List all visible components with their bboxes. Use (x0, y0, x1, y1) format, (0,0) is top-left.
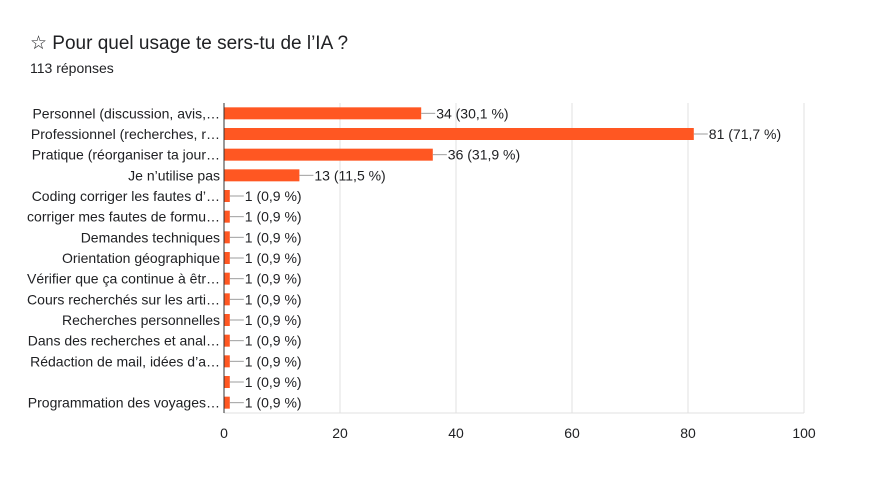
bar (224, 355, 230, 368)
category-label: Programmation des voyages… (28, 395, 220, 411)
x-tick-label: 40 (448, 425, 464, 441)
data-label: 1 (0,9 %) (245, 229, 302, 245)
category-label: Cours recherchés sur les arti… (27, 291, 220, 307)
data-label: 81 (71,7 %) (709, 126, 781, 142)
category-label: corriger mes fautes de formu… (27, 209, 220, 225)
bar (224, 169, 300, 182)
data-label: 1 (0,9 %) (245, 188, 302, 204)
category-label: Pratique (réorganiser ta jour… (32, 147, 220, 163)
category-label: Je n’utilise pas (128, 167, 220, 183)
bar (224, 314, 230, 326)
bar (224, 252, 230, 264)
category-label: Personnel (discussion, avis,… (32, 105, 220, 121)
category-label: Professionnel (recherches, r… (31, 126, 220, 142)
bar (224, 107, 422, 120)
data-label: 1 (0,9 %) (245, 395, 302, 411)
category-label: Vérifier que ça continue à êtr… (27, 271, 220, 287)
data-label: 1 (0,9 %) (245, 271, 302, 287)
data-label: 13 (11,5 %) (314, 167, 385, 183)
bar (224, 272, 230, 285)
bar (224, 334, 230, 347)
x-tick-label: 60 (564, 425, 580, 441)
data-label: 1 (0,9 %) (245, 374, 302, 390)
bar (224, 148, 433, 161)
x-tick-label: 20 (332, 425, 348, 441)
data-label: 1 (0,9 %) (245, 250, 302, 266)
x-tick-label: 100 (792, 425, 816, 441)
category-label: Demandes techniques (81, 229, 220, 245)
data-label: 1 (0,9 %) (245, 291, 302, 307)
bar (224, 376, 230, 388)
data-label: 34 (30,1 %) (436, 105, 508, 121)
bar (224, 396, 230, 409)
x-tick-label: 80 (680, 425, 696, 441)
data-label: 1 (0,9 %) (245, 209, 302, 225)
data-label: 36 (31,9 %) (448, 147, 520, 163)
bar (224, 231, 230, 244)
x-tick-label: 0 (220, 425, 228, 441)
category-label: Coding corriger les fautes d’… (32, 188, 220, 204)
category-label: Orientation géographique (62, 250, 220, 266)
response-count: 113 réponses (30, 60, 114, 76)
bar (224, 210, 230, 223)
bar (224, 128, 694, 140)
category-label: Recherches personnelles (62, 312, 220, 328)
bar (224, 190, 230, 202)
category-label: Dans des recherches et anal… (28, 333, 220, 349)
data-label: 1 (0,9 %) (245, 312, 302, 328)
category-label: Rédaction de mail, idées d’a… (30, 353, 220, 369)
bar (224, 293, 230, 306)
data-label: 1 (0,9 %) (245, 333, 302, 349)
data-label: 1 (0,9 %) (245, 353, 302, 369)
chart-title: ☆ Pour quel usage te sers-tu de l’IA ? (30, 33, 349, 54)
